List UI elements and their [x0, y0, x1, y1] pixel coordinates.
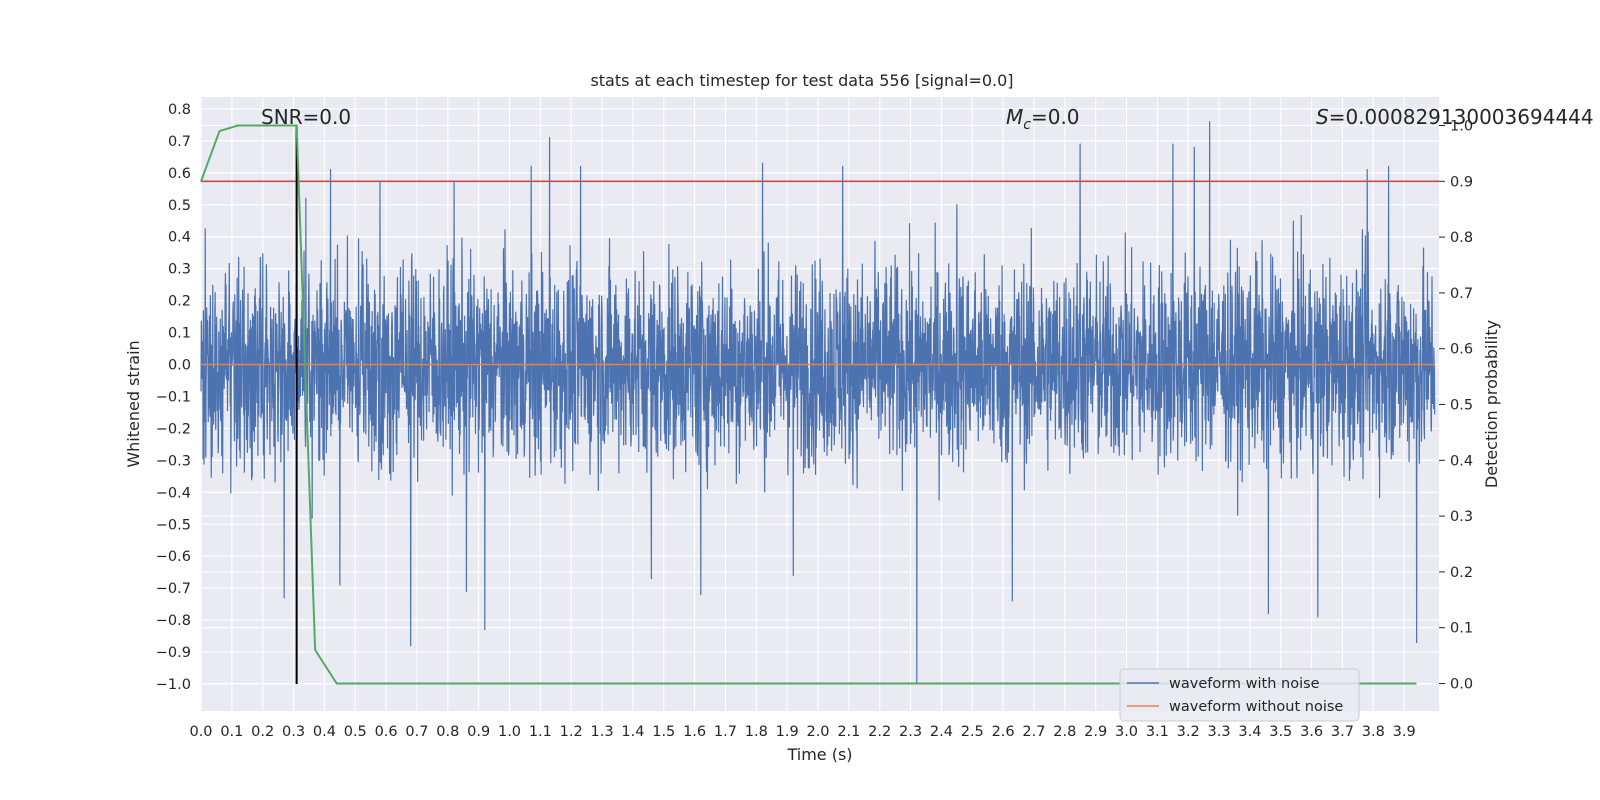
- y2-tick-label: 0.4: [1450, 453, 1473, 469]
- x-tick-label: 3.6: [1300, 724, 1323, 740]
- x-tick-label: 2.8: [1053, 724, 1076, 740]
- x-tick-label: 3.4: [1238, 724, 1261, 740]
- chart-title: stats at each timestep for test data 556…: [590, 71, 1013, 90]
- legend-box: [1119, 668, 1360, 722]
- y2-tick-labels: 1.0 0.9 0.8 0.7 0.6 0.5 0.4 0.3 0.2 0.1 0.0: [1439, 119, 1473, 693]
- x-tick-label: 2.5: [961, 724, 984, 740]
- y2-tick-label: 0.6: [1450, 342, 1473, 358]
- y2-tick-label: 0.3: [1450, 509, 1473, 525]
- y-tick-label: 0.8: [168, 102, 191, 118]
- x-tick-label: 2.6: [992, 724, 1015, 740]
- x-tick-label: 1.8: [745, 724, 768, 740]
- plot-area: [200, 97, 1439, 711]
- x-tick-label: 3.0: [1115, 724, 1138, 740]
- y-tick-label: −0.9: [156, 645, 191, 661]
- x-axis-label: Time (s): [786, 745, 852, 764]
- y2-tick-label: 0.8: [1450, 230, 1473, 246]
- x-tick-label: 0.1: [220, 724, 243, 740]
- y-tick-label: 0.2: [168, 294, 191, 310]
- x-tick-label: 2.7: [1022, 724, 1045, 740]
- y-tick-label: −1.0: [156, 677, 191, 693]
- x-tick-label: 0.6: [375, 724, 398, 740]
- y-tick-label: 0.7: [168, 134, 191, 150]
- y-tick-label: −0.7: [156, 581, 191, 597]
- y2-axis-label: Detection probability: [1482, 320, 1501, 488]
- x-tick-label: 3.1: [1146, 724, 1169, 740]
- score-annotation: S=0.000829130003694444: [1316, 105, 1594, 129]
- x-tick-label: 2.4: [930, 724, 953, 740]
- y-tick-label: −0.4: [156, 485, 191, 501]
- legend-label-waveform-without-noise: waveform without noise: [1169, 699, 1343, 715]
- x-tick-label: 0.8: [436, 724, 459, 740]
- y-tick-label: 0.6: [168, 166, 191, 182]
- y-axis-label: Whitened strain: [124, 340, 143, 467]
- x-tick-label: 0.4: [313, 724, 336, 740]
- y2-tick-label: 1.0: [1450, 119, 1473, 135]
- x-tick-label: 3.5: [1269, 724, 1292, 740]
- x-tick-label: 3.2: [1177, 724, 1200, 740]
- x-tick-label: 2.2: [868, 724, 891, 740]
- x-tick-label: 3.8: [1362, 724, 1385, 740]
- x-tick-label: 1.0: [498, 724, 521, 740]
- detection-probability-line: [200, 124, 1417, 685]
- reference-lines: [201, 124, 1439, 684]
- x-tick-label: 1.4: [621, 724, 644, 740]
- y2-tick-label: 0.0: [1450, 677, 1473, 693]
- score-symbol: S: [1316, 105, 1329, 129]
- x-tick-label: 1.2: [560, 724, 583, 740]
- x-tick-label: 2.1: [837, 724, 860, 740]
- y-tick-label: −0.5: [156, 517, 191, 533]
- score-value: =0.000829130003694444: [1329, 105, 1594, 129]
- series-waveform-with-noise: [200, 121, 1436, 685]
- series-detection-probability: [200, 124, 1417, 685]
- x-tick-label: 0.2: [251, 724, 274, 740]
- y-tick-label: −0.8: [156, 613, 191, 629]
- chirp-mass-subscript: c: [1023, 117, 1031, 133]
- x-tick-label: 0.0: [189, 724, 212, 740]
- x-tick-label: 0.9: [467, 724, 490, 740]
- y-tick-label: −0.1: [156, 389, 191, 405]
- x-tick-label: 2.0: [806, 724, 829, 740]
- snr-annotation: SNR=0.0: [261, 105, 351, 129]
- chirp-mass-value: =0.0: [1031, 105, 1080, 129]
- waveform-with-noise-line: [200, 121, 1436, 685]
- x-tick-label: 1.6: [683, 724, 706, 740]
- y-tick-labels: 0.8 0.7 0.6 0.5 0.4 0.3 0.2 0.1 0.0 −0.1 −0.2 −0.3 −…: [156, 102, 191, 693]
- chirp-mass-symbol: M: [1006, 105, 1023, 129]
- y-tick-label: −0.6: [156, 549, 191, 565]
- x-tick-label: 0.3: [282, 724, 305, 740]
- x-tick-label: 3.9: [1393, 724, 1416, 740]
- x-tick-label: 2.9: [1084, 724, 1107, 740]
- legend-label-waveform-with-noise: waveform with noise: [1169, 676, 1320, 692]
- x-tick-label: 1.1: [529, 724, 552, 740]
- y-tick-label: 0.1: [168, 326, 191, 342]
- y2-tick-label: 0.2: [1450, 565, 1473, 581]
- x-tick-label: 1.9: [776, 724, 799, 740]
- x-tick-label: 1.7: [714, 724, 737, 740]
- x-tick-label: 1.3: [591, 724, 614, 740]
- x-tick-label: 0.5: [344, 724, 367, 740]
- x-tick-label: 3.3: [1208, 724, 1231, 740]
- y2-tick-label: 0.5: [1450, 398, 1473, 414]
- y-tick-label: 0.4: [168, 230, 191, 246]
- x-tick-label: 1.5: [652, 724, 675, 740]
- y2-tick-label: 0.1: [1450, 621, 1473, 637]
- y2-tick-label: 0.9: [1450, 174, 1473, 190]
- y-tick-label: 0.0: [168, 358, 191, 374]
- x-tick-label: 2.3: [899, 724, 922, 740]
- x-tick-label: 3.7: [1331, 724, 1354, 740]
- y-tick-label: 0.5: [168, 198, 191, 214]
- y-tick-label: −0.3: [156, 453, 191, 469]
- x-tick-label: 0.7: [405, 724, 428, 740]
- y2-tick-label: 0.7: [1450, 286, 1473, 302]
- chirp-mass-annotation: Mc=0.0: [1006, 105, 1080, 133]
- x-tick-labels: 0.0 0.1 0.2 0.3 0.4 0.5 0.6 0.7 0.8 0.9 1.0 1.1 1.2 1…: [189, 724, 1415, 740]
- y-tick-label: 0.3: [168, 262, 191, 278]
- y-tick-label: −0.2: [156, 421, 191, 437]
- legend: waveform with noise waveform without noi…: [1119, 668, 1360, 722]
